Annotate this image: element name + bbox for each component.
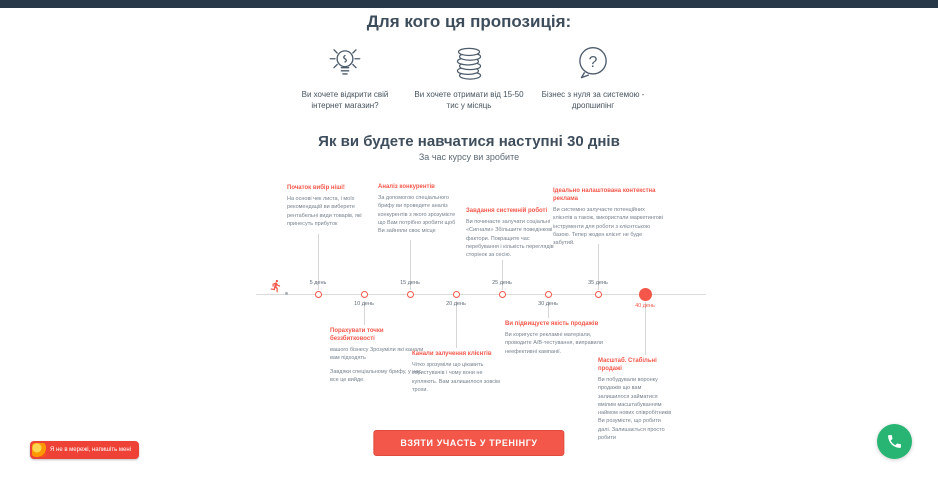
timeline-block-body: Ви починаєте залучати соціальні «Сигнали… bbox=[466, 219, 554, 259]
day-label: 20 день bbox=[446, 301, 466, 307]
chat-avatar-icon bbox=[32, 443, 46, 457]
connector-line bbox=[548, 301, 549, 318]
course-section-subtitle: За час курсу ви зробите bbox=[418, 152, 520, 162]
timeline-point bbox=[406, 291, 414, 298]
timeline-block-body: Ви коригуєте рекламні матеріали, проводи… bbox=[505, 332, 603, 355]
question-bubble-icon: ? bbox=[572, 42, 614, 86]
timeline-block-client-channels: Канали залучення клієнтів Чітко зрозуміл… bbox=[412, 350, 504, 394]
day-label-final: 40 день bbox=[635, 303, 655, 309]
top-bar bbox=[0, 0, 938, 8]
timeline-block-title: Порахувати точки беззбитковості bbox=[330, 328, 384, 343]
day-label: 15 день bbox=[400, 280, 420, 286]
day-label: 30 день bbox=[538, 301, 558, 307]
timeline-line bbox=[256, 294, 706, 295]
timeline-block-body: Ви системно залучаєте потенційних клієнт… bbox=[553, 207, 663, 247]
timeline-block-body: Ви побудували воронку продажів що вам за… bbox=[598, 377, 672, 441]
timeline-block-body: Чітко зрозуміли що цікавить користувачів… bbox=[412, 362, 500, 393]
day-label: 10 день bbox=[354, 301, 374, 307]
offer-item-income: Ви хочете отримати від 15-50 тис у місяц… bbox=[407, 42, 531, 112]
timeline-point bbox=[314, 291, 322, 298]
offer-item-text: Ви хочете відкрити свій інтернет магазин… bbox=[301, 90, 389, 110]
timeline-block-body: На основі чек листа, і моїх рекомендацій… bbox=[287, 196, 362, 227]
timeline-point bbox=[360, 291, 368, 298]
timeline-point-final bbox=[638, 288, 652, 301]
join-training-button[interactable]: ВЗЯТИ УЧАСТЬ У ТРЕНІНГУ bbox=[373, 430, 565, 456]
connector-line bbox=[598, 244, 599, 290]
course-section-title: Як ви будете навчатися наступні 30 днів bbox=[318, 133, 620, 150]
offline-badge-text: Я не в мережі, напишіть мені bbox=[50, 447, 131, 453]
connector-line bbox=[364, 301, 365, 325]
timeline-block-title: Ідеально налаштована контекстна реклама bbox=[553, 188, 656, 203]
connector-line bbox=[318, 234, 319, 290]
day-label: 5 день bbox=[309, 280, 327, 286]
svg-text:?: ? bbox=[589, 54, 598, 71]
offer-section-title: Для кого ця пропозиція: bbox=[366, 12, 572, 31]
offer-item-text: Бізнес з нуля за системою - дропшипінг bbox=[541, 90, 645, 110]
offer-item-text: Ви хочете отримати від 15-50 тис у місяц… bbox=[414, 90, 524, 110]
timeline-point bbox=[452, 291, 460, 298]
timeline-block-sales-quality: Ви підвищуєте якість продажів Ви коригує… bbox=[505, 320, 608, 356]
connector-line bbox=[502, 260, 503, 290]
timeline-block-body: вашого бізнесу Зрозуміли які канали вам … bbox=[330, 347, 424, 362]
day-label: 35 день bbox=[588, 280, 608, 286]
runner-icon bbox=[269, 279, 283, 293]
timeline-block-competitors: Аналіз конкурентів За допомогою спеціаль… bbox=[378, 183, 463, 235]
timeline-block-title: Початок вибір ніші! bbox=[287, 185, 345, 191]
offline-chat-badge[interactable]: Я не в мережі, напишіть мені bbox=[30, 441, 139, 459]
connector-line bbox=[410, 240, 411, 290]
timeline-block-body: За допомогою спеціального брифу ви прове… bbox=[378, 195, 456, 235]
timeline-point bbox=[544, 291, 552, 298]
timeline-block-context-ads: Ідеально налаштована контекстна реклама … bbox=[553, 187, 663, 247]
timeline-start-dot bbox=[285, 292, 288, 295]
timeline-block-scale: Масштаб. Стабільні продажі Ви побудували… bbox=[598, 357, 672, 442]
timeline-block-system-work: Завдання системній роботі Ви починаєте з… bbox=[466, 207, 554, 259]
timeline-point bbox=[594, 291, 602, 298]
timeline-block-title: Канали залучення клієнтів bbox=[412, 351, 492, 357]
timeline-block-niche: Початок вибір ніші! На основі чек листа,… bbox=[287, 184, 363, 228]
coins-icon bbox=[448, 42, 490, 86]
phone-icon bbox=[886, 433, 903, 450]
timeline-point bbox=[498, 291, 506, 298]
timeline-block-body: Завдяки спеціальному брифу, у нас все це… bbox=[330, 368, 422, 383]
callback-button[interactable] bbox=[877, 424, 912, 459]
connector-line bbox=[456, 301, 457, 348]
timeline-block-title: Масштаб. Стабільні продажі bbox=[598, 358, 657, 373]
timeline-block-breakeven: Порахувати точки беззбитковості вашого б… bbox=[330, 327, 427, 384]
timeline-block-title: Аналіз конкурентів bbox=[378, 184, 435, 190]
offer-items-row: Ви хочете відкрити свій інтернет магазин… bbox=[283, 42, 655, 112]
timeline-block-title: Ви підвищуєте якість продажів bbox=[505, 321, 599, 327]
day-label: 25 день bbox=[492, 280, 512, 286]
offer-item-dropshipping: ? Бізнес з нуля за системою - дропшипінг bbox=[531, 42, 655, 112]
lightbulb-icon bbox=[324, 42, 366, 86]
offer-item-shop: Ви хочете відкрити свій інтернет магазин… bbox=[283, 42, 407, 112]
timeline-block-title: Завдання системній роботі bbox=[466, 208, 548, 214]
connector-line bbox=[645, 302, 646, 355]
